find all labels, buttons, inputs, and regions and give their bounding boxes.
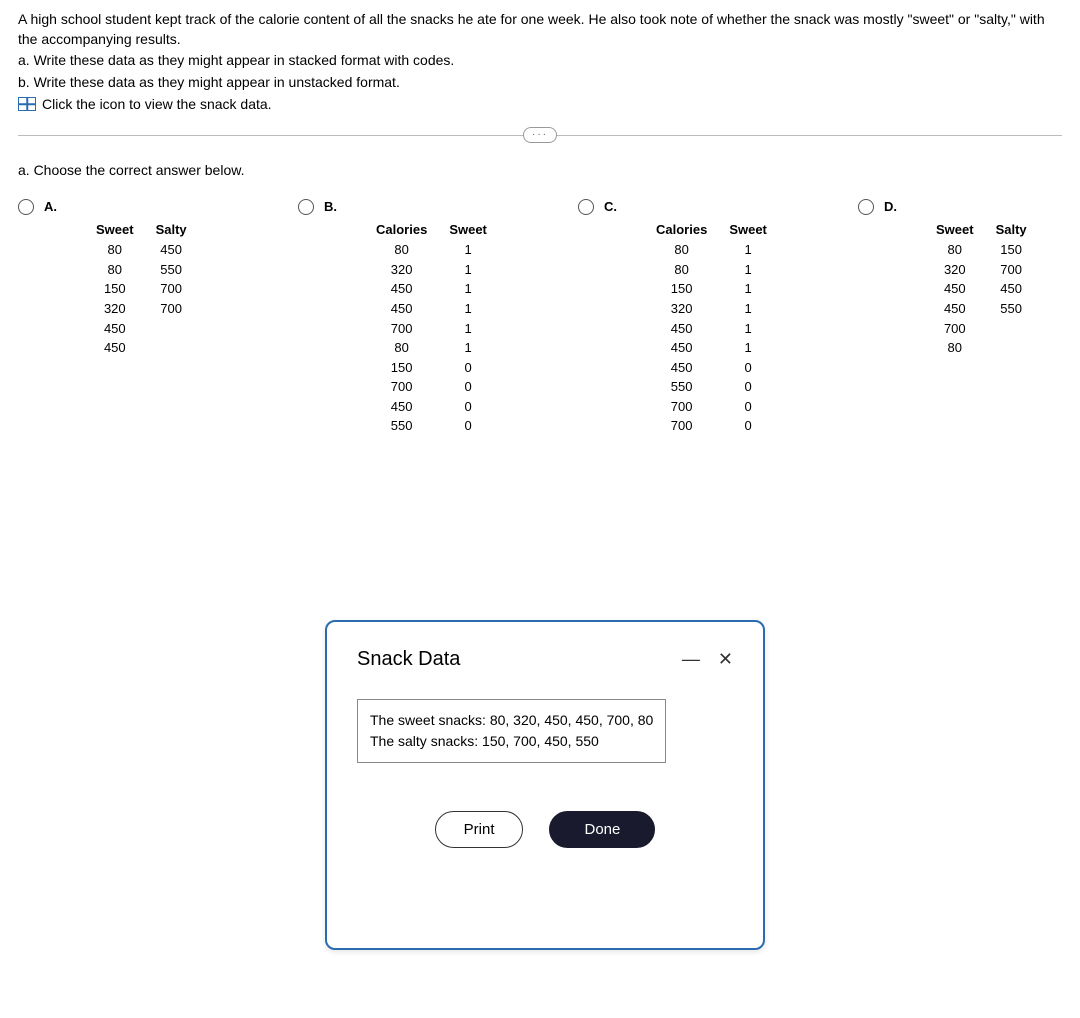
snack-data-modal: Snack Data — ✕ The sweet snacks: 80, 320… [325, 620, 765, 950]
option-d-label: D. [884, 199, 897, 214]
table-row: 801 [646, 241, 777, 259]
modal-title: Snack Data [357, 648, 460, 671]
col-header: Salty [146, 222, 197, 239]
option-c-label: C. [604, 199, 617, 214]
col-header: Sweet [719, 222, 777, 239]
option-b-table: Calories Sweet 801 3201 4501 4501 7001 8… [364, 220, 499, 436]
table-row: 450 [86, 320, 197, 338]
col-header: Sweet [439, 222, 497, 239]
part-a-prompt: a. Choose the correct answer below. [18, 162, 1062, 178]
radio-a[interactable] [18, 199, 34, 215]
section-divider: ··· [18, 126, 1062, 144]
table-row: 80 [926, 339, 1037, 357]
question-part-b: b. Write these data as they might appear… [18, 73, 1062, 93]
table-row: 7001 [366, 320, 497, 338]
table-row: 80550 [86, 261, 197, 279]
question-block: A high school student kept track of the … [18, 10, 1062, 112]
table-row: 801 [366, 241, 497, 259]
option-d[interactable]: D. Sweet Salty 80150 320700 450450 45055… [858, 198, 1080, 436]
done-button[interactable]: Done [549, 811, 655, 848]
table-row: 450 [86, 339, 197, 357]
col-header: Sweet [926, 222, 984, 239]
table-row: 320700 [86, 300, 197, 318]
print-button[interactable]: Print [435, 811, 524, 848]
question-part-a: a. Write these data as they might appear… [18, 51, 1062, 71]
radio-b[interactable] [298, 199, 314, 215]
radio-d[interactable] [858, 199, 874, 215]
table-row: 320700 [926, 261, 1037, 279]
option-b-label: B. [324, 199, 337, 214]
table-row: 4501 [366, 300, 497, 318]
snack-data-line2: The salty snacks: 150, 700, 450, 550 [370, 731, 653, 752]
table-row: 150700 [86, 280, 197, 298]
table-row: 1500 [366, 359, 497, 377]
option-c[interactable]: C. Calories Sweet 801 801 1501 3201 4501… [578, 198, 858, 436]
table-row: 4500 [646, 359, 777, 377]
option-a[interactable]: A. Sweet Salty 80450 80550 150700 320700… [18, 198, 298, 436]
table-row: 700 [926, 320, 1037, 338]
option-d-table: Sweet Salty 80150 320700 450450 450550 7… [924, 220, 1039, 358]
table-row: 4501 [646, 320, 777, 338]
view-data-row[interactable]: Click the icon to view the snack data. [18, 96, 1062, 112]
question-intro: A high school student kept track of the … [18, 10, 1062, 49]
table-row: 7000 [646, 398, 777, 416]
table-row: 450450 [926, 280, 1037, 298]
option-a-table: Sweet Salty 80450 80550 150700 320700 45… [84, 220, 199, 358]
table-row: 4500 [366, 398, 497, 416]
table-row: 4501 [646, 339, 777, 357]
snack-data-line1: The sweet snacks: 80, 320, 450, 450, 700… [370, 710, 653, 731]
table-row: 80150 [926, 241, 1037, 259]
table-row: 5500 [366, 417, 497, 435]
ellipsis-icon[interactable]: ··· [523, 127, 557, 143]
col-header: Calories [646, 222, 717, 239]
option-b[interactable]: B. Calories Sweet 801 3201 4501 4501 700… [298, 198, 578, 436]
table-row: 3201 [646, 300, 777, 318]
view-data-label: Click the icon to view the snack data. [42, 96, 272, 112]
table-row: 801 [646, 261, 777, 279]
table-row: 3201 [366, 261, 497, 279]
table-icon [18, 97, 36, 111]
minimize-icon[interactable]: — [682, 649, 700, 670]
col-header: Sweet [86, 222, 144, 239]
table-row: 4501 [366, 280, 497, 298]
option-c-table: Calories Sweet 801 801 1501 3201 4501 45… [644, 220, 779, 436]
col-header: Salty [986, 222, 1037, 239]
table-row: 1501 [646, 280, 777, 298]
snack-data-box: The sweet snacks: 80, 320, 450, 450, 700… [357, 699, 666, 763]
radio-c[interactable] [578, 199, 594, 215]
table-row: 801 [366, 339, 497, 357]
table-row: 7000 [646, 417, 777, 435]
table-row: 450550 [926, 300, 1037, 318]
close-icon[interactable]: ✕ [718, 649, 733, 670]
table-row: 5500 [646, 378, 777, 396]
table-row: 80450 [86, 241, 197, 259]
options-container: A. Sweet Salty 80450 80550 150700 320700… [18, 198, 1062, 436]
col-header: Calories [366, 222, 437, 239]
option-a-label: A. [44, 199, 57, 214]
table-row: 7000 [366, 378, 497, 396]
